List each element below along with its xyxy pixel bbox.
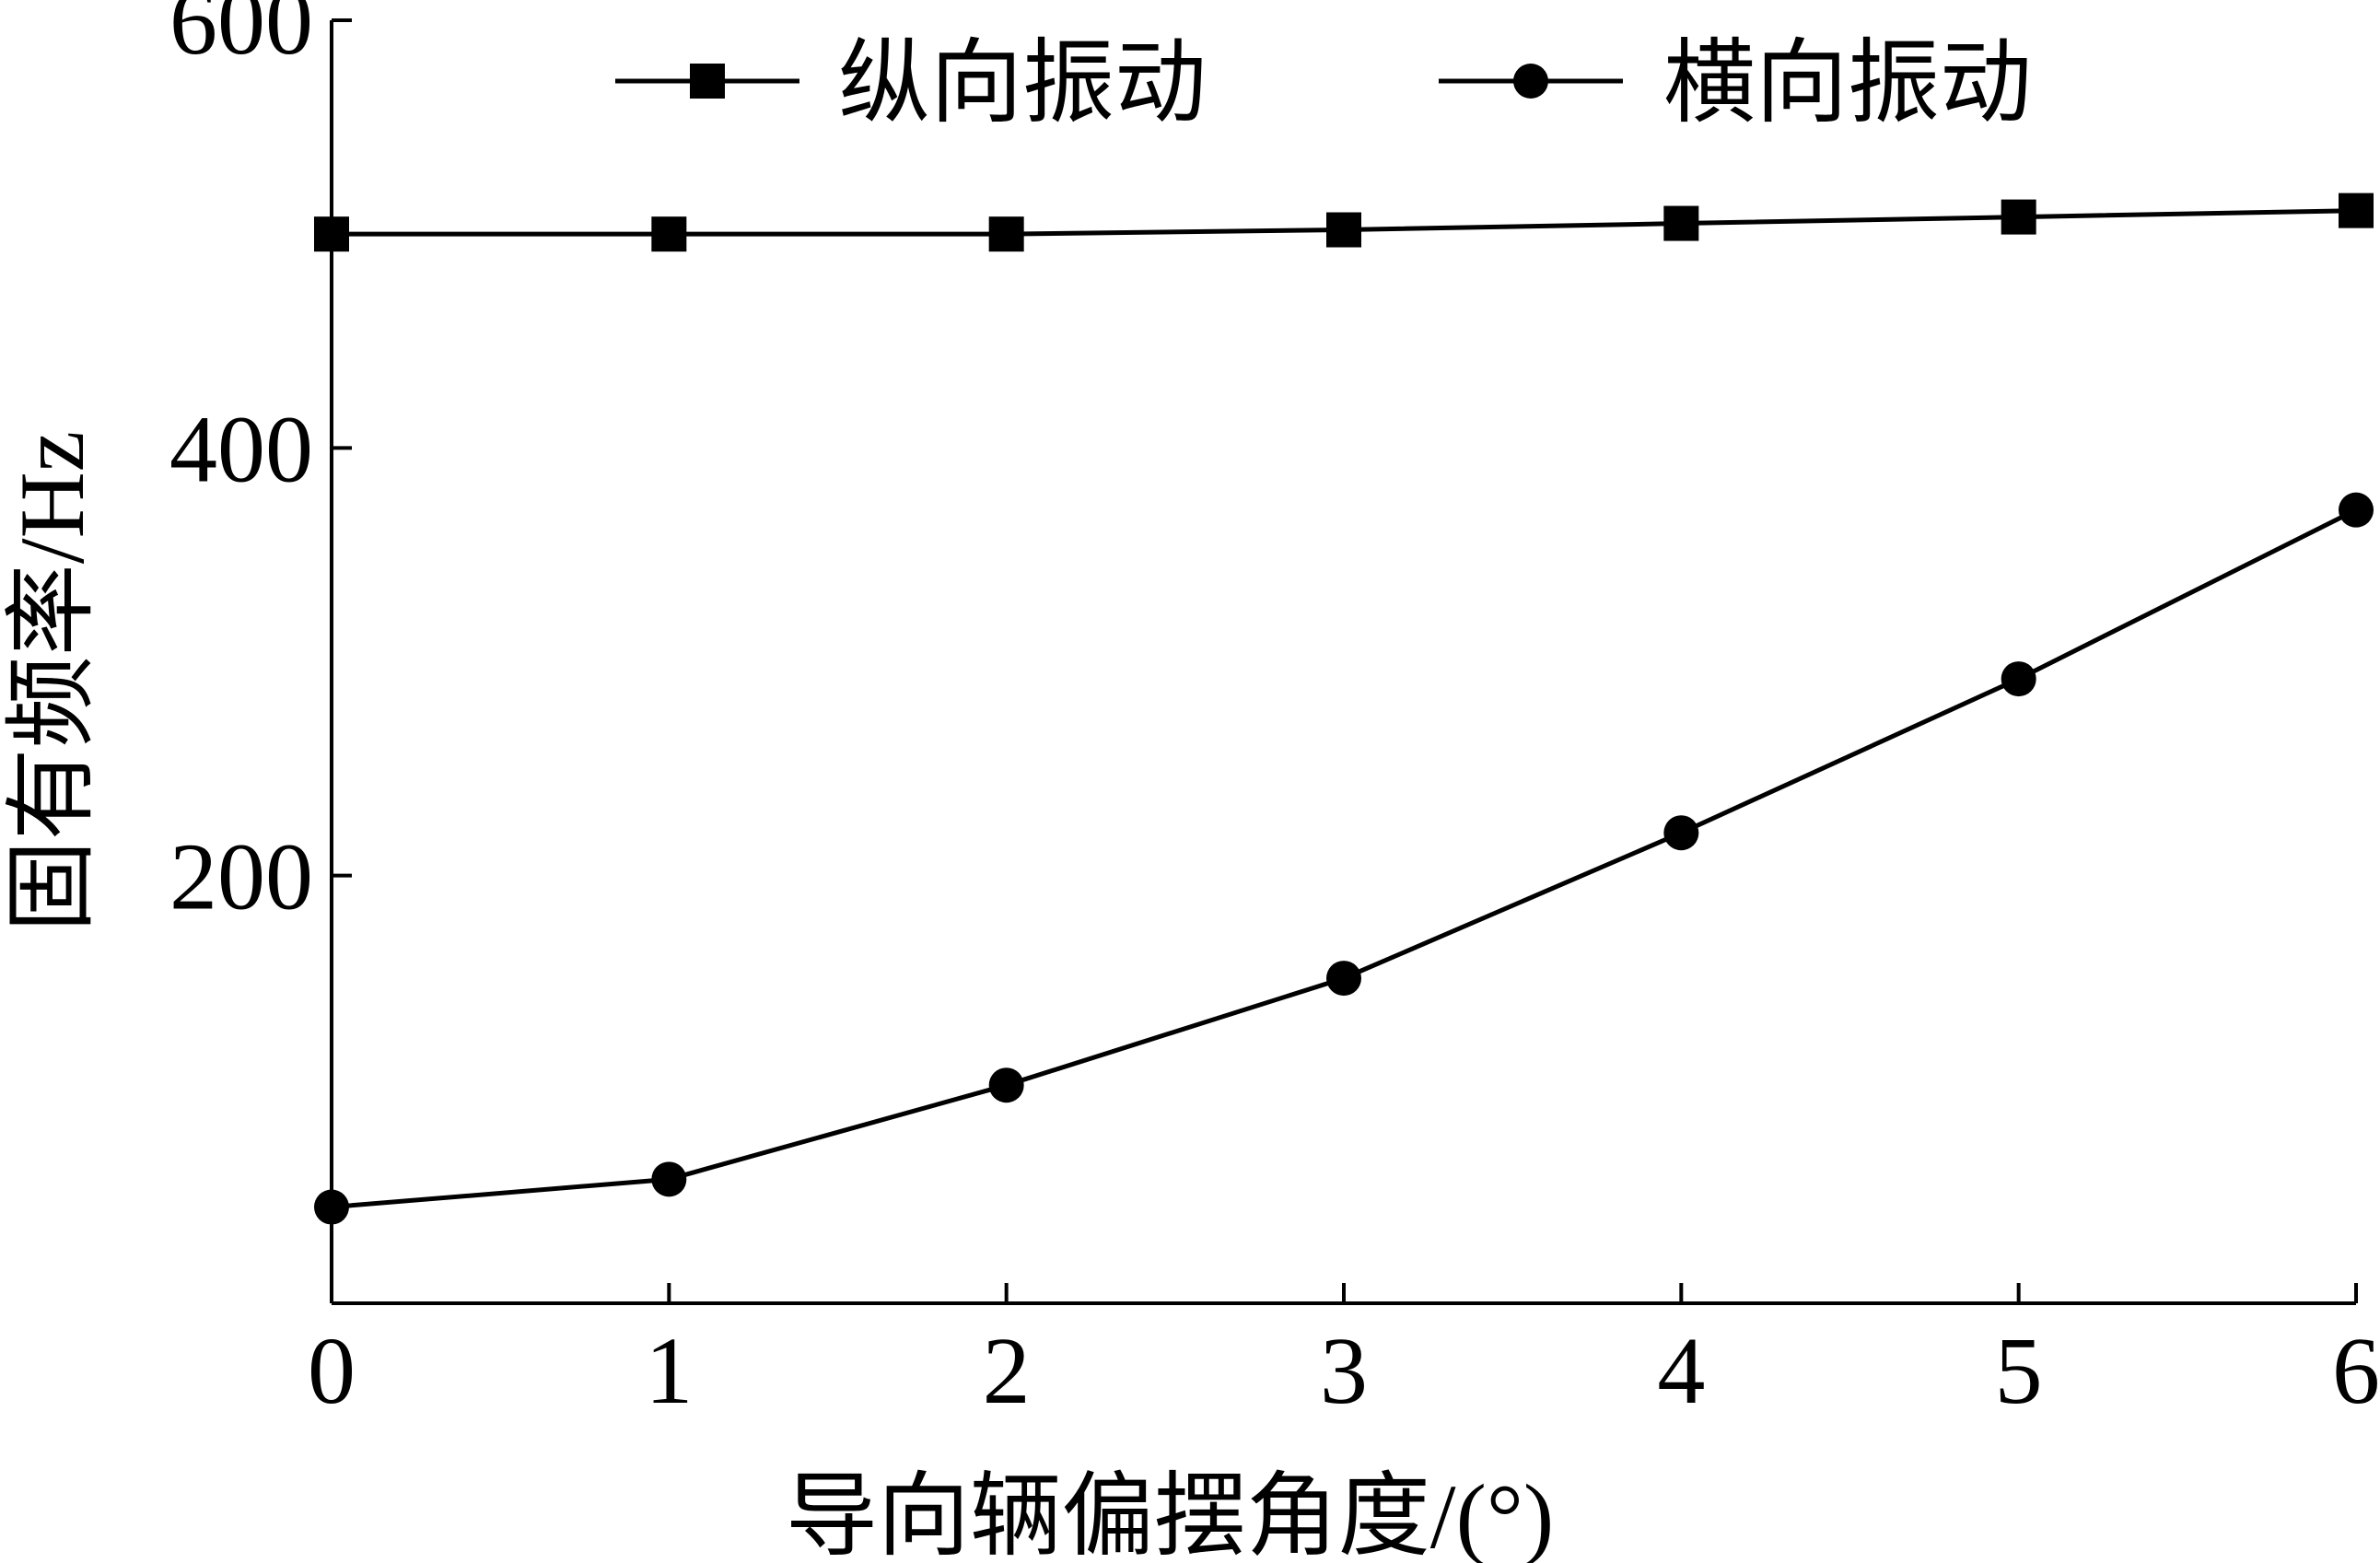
x-axis-title: 导向辆偏摆角度/(°) [786,1465,1554,1563]
data-point-square [314,216,349,252]
x-tick-label: 0 [308,1318,356,1424]
series-line-transverse [331,507,2358,1210]
data-point-square [2001,199,2036,235]
y-axis-title: 固有频率/Hz [1,431,103,932]
y-tick-label: 600 [169,0,313,75]
data-point-square [1663,205,1699,241]
legend-marker-circle [1513,64,1548,99]
y-tick-label: 200 [169,824,313,930]
data-point-circle [651,1161,687,1197]
data-point-square [1326,212,1361,248]
data-point-circle [1663,815,1699,851]
data-point-circle [1326,961,1361,997]
x-tick-label: 1 [645,1318,693,1424]
x-tick-label: 4 [1657,1318,1705,1424]
chart-ticks: 0 1 2 3 4 5 6 200 400 600 [169,0,2380,1424]
data-point-square [988,216,1024,252]
legend-label: 纵向振动 [838,32,1207,134]
legend-label: 横向振动 [1663,32,2032,134]
x-tick-label: 6 [2332,1318,2380,1424]
data-point-circle [2339,492,2374,528]
x-tick-label: 2 [983,1318,1031,1424]
y-tick-label: 400 [169,396,313,502]
data-point-circle [314,1189,349,1225]
x-tick-label: 3 [1320,1318,1368,1424]
chart-legend: 纵向振动 横向振动 [615,32,2032,134]
chart-series [314,192,2374,1225]
data-point-circle [2001,661,2036,697]
data-point-square [651,216,687,252]
data-point-square [2339,192,2374,228]
legend-marker-square [690,64,725,99]
x-tick-label: 5 [1995,1318,2043,1424]
data-point-circle [988,1067,1024,1103]
